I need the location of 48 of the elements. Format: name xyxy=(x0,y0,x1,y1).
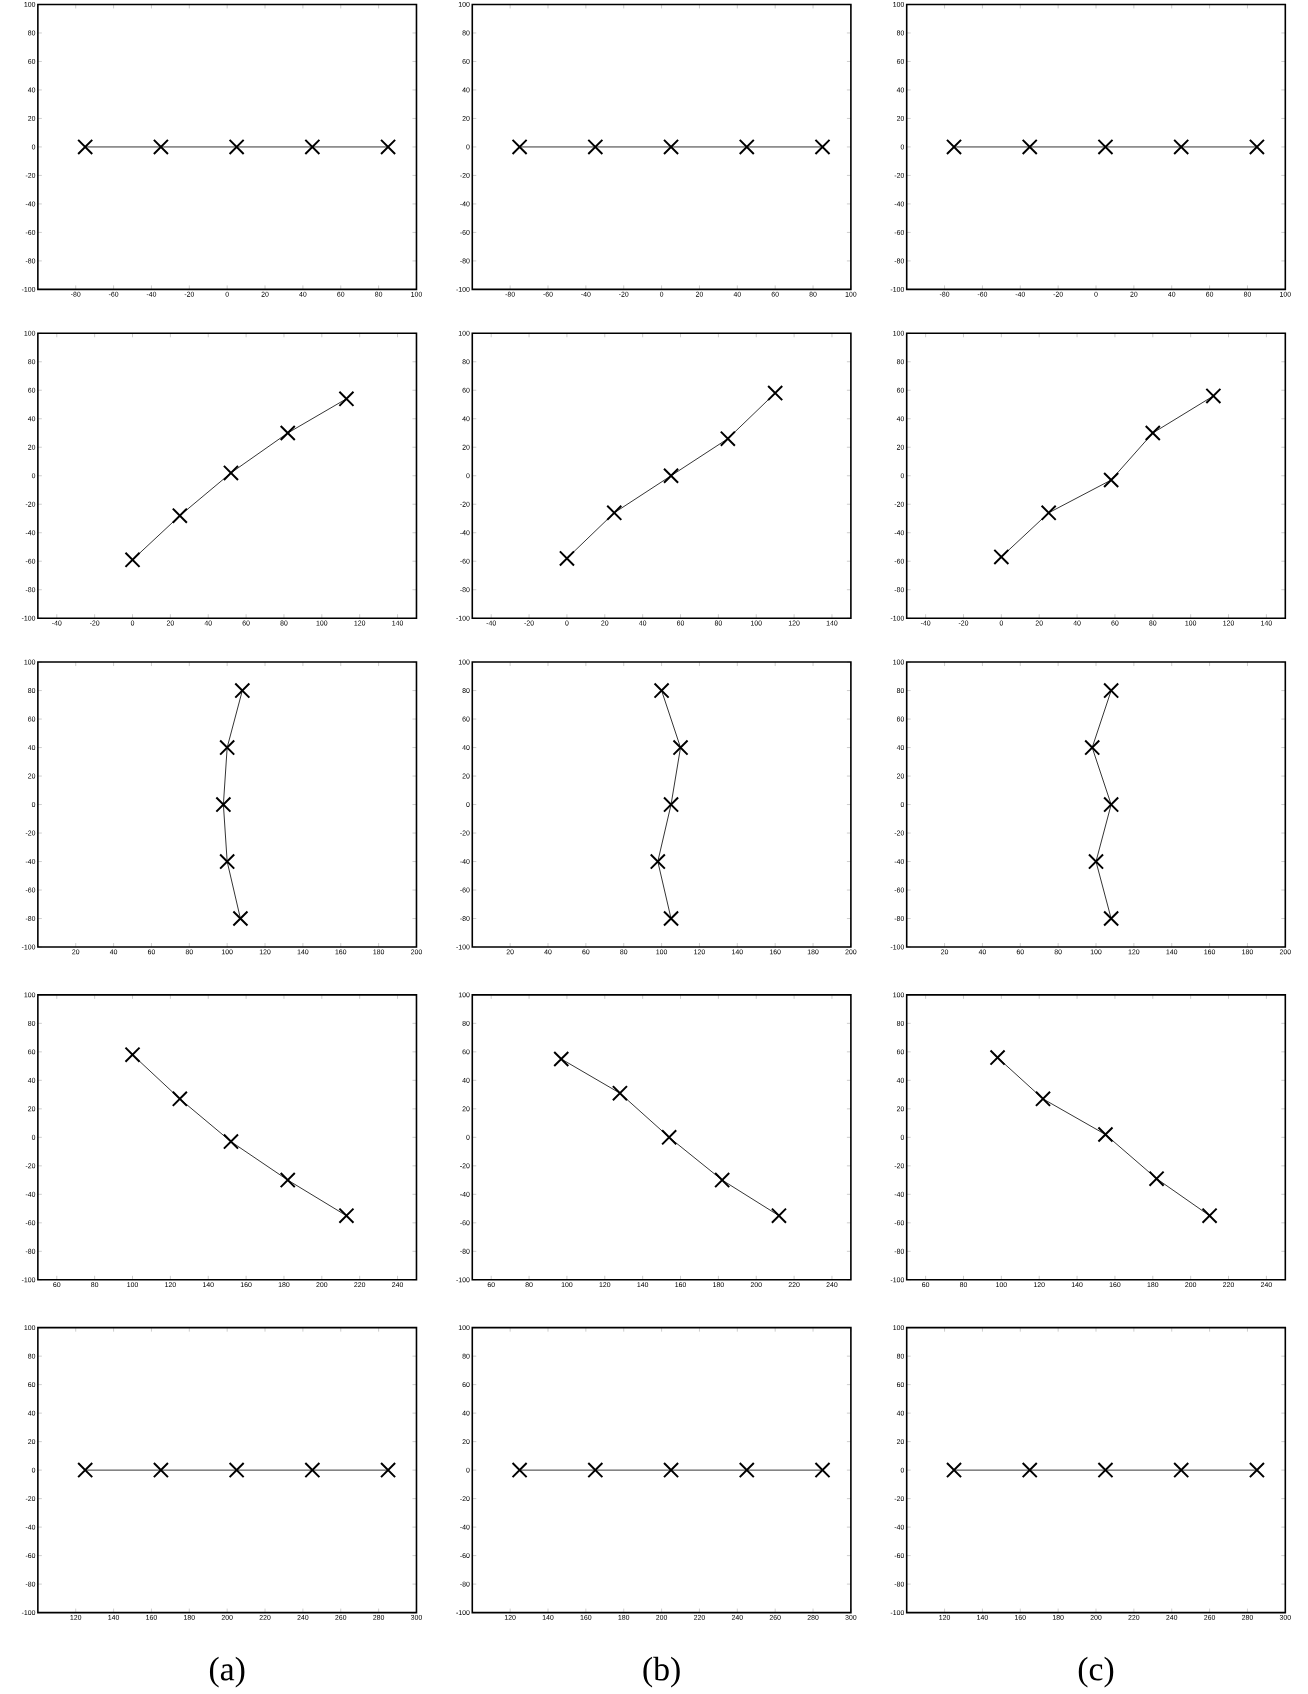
point xyxy=(1145,424,1162,442)
point xyxy=(1097,1126,1114,1143)
x-axis-title: (c) xyxy=(1079,1656,1114,1688)
point xyxy=(338,390,355,407)
point xyxy=(559,550,576,567)
point xyxy=(219,853,236,870)
point xyxy=(663,910,680,927)
point xyxy=(720,430,737,447)
point xyxy=(553,1050,570,1068)
point xyxy=(234,682,251,699)
point xyxy=(338,1207,355,1224)
point xyxy=(767,385,784,402)
point xyxy=(714,1172,731,1189)
point xyxy=(280,424,297,442)
point xyxy=(1088,853,1105,870)
point xyxy=(1084,739,1101,756)
point xyxy=(650,853,667,870)
x-axis-title: (a) xyxy=(210,1656,245,1688)
point xyxy=(1201,1207,1219,1224)
point xyxy=(232,910,249,927)
point xyxy=(989,1049,1006,1066)
point xyxy=(653,682,671,699)
point xyxy=(124,1046,141,1063)
point xyxy=(1205,387,1222,404)
point xyxy=(663,467,680,484)
point xyxy=(1103,471,1120,489)
point xyxy=(771,1207,788,1224)
point xyxy=(1041,504,1058,521)
point xyxy=(661,1129,678,1146)
point xyxy=(1035,1090,1052,1107)
point xyxy=(612,1085,629,1102)
point xyxy=(993,548,1010,565)
point xyxy=(172,507,189,524)
point xyxy=(1103,910,1120,927)
point xyxy=(124,551,141,568)
point xyxy=(1103,682,1120,699)
point xyxy=(280,1172,297,1189)
point xyxy=(215,796,232,813)
point xyxy=(1103,796,1120,813)
point xyxy=(1148,1170,1165,1187)
point xyxy=(223,1133,240,1150)
point xyxy=(663,796,680,813)
x-axis-title: (b) xyxy=(643,1656,681,1688)
point xyxy=(223,464,240,481)
point xyxy=(606,504,623,521)
point xyxy=(219,739,236,756)
point xyxy=(172,1090,189,1107)
point xyxy=(672,739,689,756)
